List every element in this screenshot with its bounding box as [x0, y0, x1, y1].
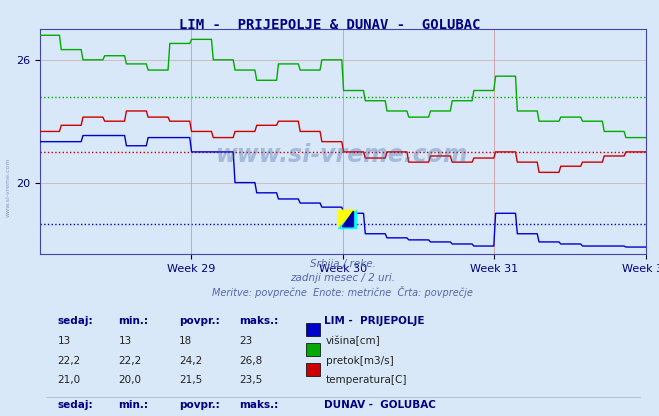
Text: 13: 13 [119, 336, 132, 346]
Polygon shape [343, 211, 353, 227]
Text: Srbija / reke.: Srbija / reke. [310, 259, 376, 269]
Text: 24,2: 24,2 [179, 356, 202, 366]
Text: 23: 23 [240, 336, 253, 346]
Polygon shape [338, 210, 357, 228]
Text: min.:: min.: [119, 400, 148, 410]
FancyBboxPatch shape [306, 323, 320, 336]
Text: Meritve: povprečne  Enote: metrične  Črta: povprečje: Meritve: povprečne Enote: metrične Črta:… [212, 287, 473, 298]
Text: 13: 13 [58, 336, 71, 346]
Text: zadnji mesec / 2 uri.: zadnji mesec / 2 uri. [290, 272, 395, 282]
Text: 22,2: 22,2 [119, 356, 142, 366]
Text: sedaj:: sedaj: [58, 316, 94, 326]
Text: povpr.:: povpr.: [179, 400, 219, 410]
Text: 26,8: 26,8 [240, 356, 263, 366]
Text: LIM -  PRIJEPOLJE & DUNAV -  GOLUBAC: LIM - PRIJEPOLJE & DUNAV - GOLUBAC [179, 18, 480, 32]
Text: 23,5: 23,5 [240, 376, 263, 386]
Polygon shape [338, 210, 357, 228]
Text: sedaj:: sedaj: [58, 400, 94, 410]
Text: 18: 18 [179, 336, 192, 346]
Text: maks.:: maks.: [240, 316, 279, 326]
Text: 22,2: 22,2 [58, 356, 81, 366]
Text: višina[cm]: višina[cm] [326, 336, 380, 346]
Text: www.si-vreme.com: www.si-vreme.com [5, 157, 11, 217]
FancyBboxPatch shape [306, 363, 320, 376]
Text: www.si-vreme.com: www.si-vreme.com [216, 143, 469, 167]
Text: pretok[m3/s]: pretok[m3/s] [326, 356, 393, 366]
Text: maks.:: maks.: [240, 400, 279, 410]
Text: 21,5: 21,5 [179, 376, 202, 386]
FancyBboxPatch shape [306, 408, 320, 416]
Text: LIM -  PRIJEPOLJE: LIM - PRIJEPOLJE [324, 316, 425, 326]
Text: temperatura[C]: temperatura[C] [326, 376, 407, 386]
Text: min.:: min.: [119, 316, 148, 326]
Text: DUNAV -  GOLUBAC: DUNAV - GOLUBAC [324, 400, 436, 410]
Text: 20,0: 20,0 [119, 376, 142, 386]
Text: 21,0: 21,0 [58, 376, 81, 386]
FancyBboxPatch shape [306, 343, 320, 356]
Text: povpr.:: povpr.: [179, 316, 219, 326]
